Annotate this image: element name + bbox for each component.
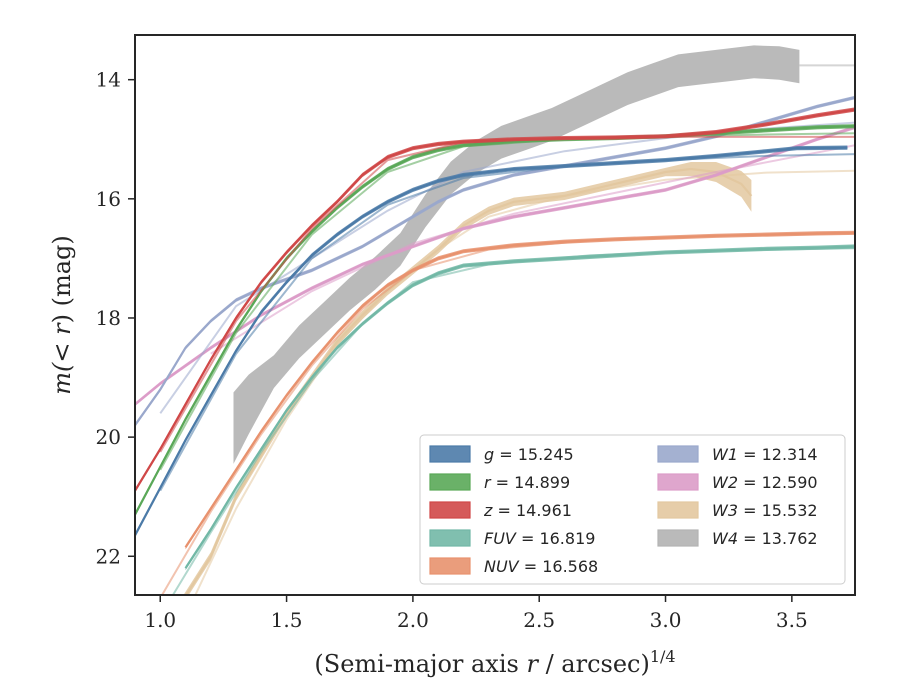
legend-entry-g: g = 15.245 bbox=[429, 445, 574, 464]
legend-band-value: = 13.762 bbox=[738, 529, 818, 548]
x-tick-label: 1.0 bbox=[144, 608, 176, 632]
legend-label: W4 = 13.762 bbox=[712, 529, 818, 548]
legend-band-value: = 15.532 bbox=[738, 501, 818, 520]
series-w4 bbox=[233, 45, 855, 464]
curve-g bbox=[135, 146, 848, 536]
series-w3 bbox=[183, 162, 855, 595]
series-w2 bbox=[135, 125, 855, 407]
legend-label: W3 = 15.532 bbox=[712, 501, 818, 520]
legend-band-name: z bbox=[483, 501, 493, 520]
legend-band-name: W2 bbox=[712, 473, 738, 492]
legend-band-value: = 15.245 bbox=[494, 445, 574, 464]
series-layer bbox=[135, 45, 855, 595]
legend-entry-fuv: FUV = 16.819 bbox=[429, 529, 595, 548]
x-axis-label-suffix: / arcsec) bbox=[538, 650, 650, 678]
legend-entry-w1: W1 = 12.314 bbox=[657, 445, 818, 464]
curve-fuv bbox=[184, 245, 855, 569]
y-tick-label: 22 bbox=[96, 544, 121, 568]
curve-z bbox=[135, 108, 855, 492]
legend-label: W2 = 12.590 bbox=[712, 473, 818, 492]
legend-entry-w3: W3 = 15.532 bbox=[657, 501, 818, 520]
series-g bbox=[135, 145, 855, 538]
series-fuv bbox=[171, 244, 855, 595]
x-tick-label: 1.5 bbox=[271, 608, 303, 632]
y-tick-label: 18 bbox=[96, 306, 121, 330]
legend-label: z = 14.961 bbox=[483, 501, 572, 520]
y-tick-label: 14 bbox=[96, 68, 121, 92]
legend-frame bbox=[419, 434, 846, 585]
y-axis-label: m(< r) (mag) bbox=[48, 235, 76, 395]
plot-frame bbox=[134, 34, 856, 596]
x-tick-label: 2.5 bbox=[523, 608, 555, 632]
y-tick-label: 16 bbox=[96, 187, 121, 211]
legend-swatch bbox=[657, 501, 699, 519]
legend-entry-w4: W4 = 13.762 bbox=[657, 529, 818, 548]
x-axis-ticks: 1.0 1.5 2.0 2.5 3.0 3.5 bbox=[144, 595, 808, 632]
legend-label: W1 = 12.314 bbox=[712, 445, 818, 464]
model-curve-w2 bbox=[210, 144, 855, 355]
legend-swatch bbox=[429, 529, 471, 547]
legend-swatch bbox=[657, 473, 699, 491]
legend-swatch bbox=[429, 557, 471, 575]
legend-band-value: = 12.314 bbox=[738, 445, 818, 464]
x-tick-label: 3.5 bbox=[776, 608, 808, 632]
curve-nuv bbox=[184, 231, 855, 548]
legend-label: g = 15.245 bbox=[484, 445, 574, 464]
legend-band-value: = 16.568 bbox=[519, 557, 599, 576]
x-axis-label: (Semi-major axis r / arcsec)1/4 bbox=[314, 647, 675, 678]
band-w4 bbox=[233, 45, 800, 464]
legend-swatch bbox=[657, 445, 699, 463]
y-axis-label-prefix: m( bbox=[48, 362, 76, 395]
x-tick-label: 2.0 bbox=[397, 608, 429, 632]
curve-w3 bbox=[184, 167, 753, 595]
y-tick-label: 20 bbox=[96, 425, 121, 449]
legend-band-value: = 14.961 bbox=[492, 501, 572, 520]
legend-band-value: = 16.819 bbox=[516, 529, 596, 548]
y-axis-label-variable: < r bbox=[48, 322, 76, 363]
legend-band-value: = 14.899 bbox=[491, 473, 571, 492]
x-axis-label-prefix: (Semi-major axis bbox=[314, 650, 526, 678]
legend-entry-w2: W2 = 12.590 bbox=[657, 473, 818, 492]
legend-swatch bbox=[429, 473, 471, 491]
legend-label: NUV = 16.568 bbox=[484, 557, 598, 576]
model-curve-g bbox=[159, 153, 855, 492]
legend-band-name: W3 bbox=[712, 501, 738, 520]
legend-swatch bbox=[657, 529, 699, 547]
plot-area bbox=[135, 45, 855, 595]
legend-swatch bbox=[429, 445, 471, 463]
y-axis-ticks: 14 16 18 20 22 bbox=[96, 68, 135, 568]
curve-w1 bbox=[135, 96, 855, 426]
series-nuv bbox=[160, 230, 855, 595]
legend-band-value: = 12.590 bbox=[738, 473, 818, 492]
band-w2 bbox=[135, 125, 855, 407]
legend-band-name: FUV bbox=[484, 529, 517, 548]
legend-entry-r: r = 14.899 bbox=[429, 473, 570, 492]
legend-band-name: NUV bbox=[484, 557, 520, 576]
x-axis-label-variable: r bbox=[526, 650, 539, 678]
legend-swatch bbox=[429, 501, 471, 519]
legend-band-name: W1 bbox=[712, 445, 738, 464]
legend-entry-nuv: NUV = 16.568 bbox=[429, 557, 598, 576]
legend-entry-z: z = 14.961 bbox=[429, 501, 572, 520]
x-tick-label: 3.0 bbox=[650, 608, 682, 632]
x-axis-label-exponent: 1/4 bbox=[650, 647, 676, 666]
legend-band-name: g bbox=[484, 445, 494, 464]
series-z bbox=[135, 107, 855, 493]
legend-band-name: W4 bbox=[712, 529, 738, 548]
y-axis-label-suffix: ) (mag) bbox=[48, 235, 76, 323]
legend-label: r = 14.899 bbox=[484, 473, 570, 492]
legend-band-name: r bbox=[484, 473, 492, 492]
legend-label: FUV = 16.819 bbox=[484, 529, 595, 548]
curve-w2 bbox=[135, 126, 855, 406]
